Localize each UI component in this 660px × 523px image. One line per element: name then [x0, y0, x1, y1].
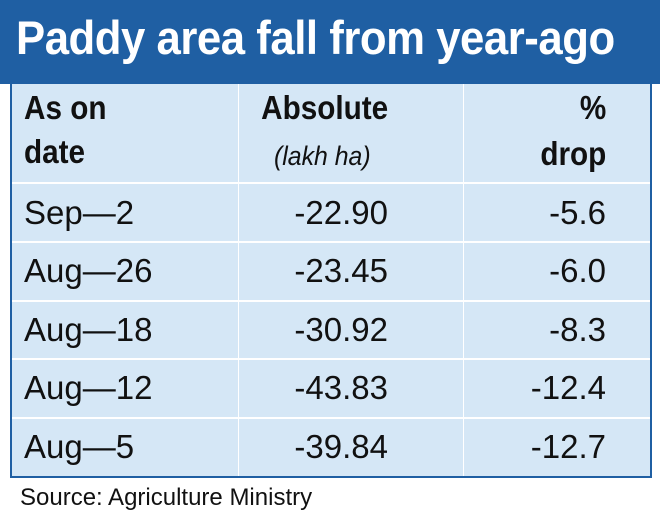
table-row: Aug—12 -43.83 -12.4: [12, 359, 650, 417]
cell-date: Aug—18: [24, 310, 153, 348]
header-absolute-unit: (lakh ha): [274, 141, 371, 171]
cell-absolute: -22.90: [294, 194, 388, 231]
cell-pct-drop: -6.0: [549, 252, 606, 290]
cell-absolute: -30.92: [294, 310, 388, 348]
cell-pct-drop: -12.4: [530, 369, 606, 407]
table-row: Aug—18 -30.92 -8.3: [12, 301, 650, 359]
header-pct-symbol: %: [579, 89, 606, 126]
column-divider: [238, 84, 239, 476]
column-divider: [463, 84, 464, 476]
header-date-line1: As on: [24, 89, 107, 126]
source-note: Source: Agriculture Ministry: [20, 484, 313, 511]
cell-absolute: -23.45: [294, 252, 388, 290]
row-divider: [12, 416, 650, 419]
table-row: Sep—2 -22.90 -5.6: [12, 184, 650, 242]
table-row: Aug—5 -39.84 -12.7: [12, 418, 650, 476]
row-divider: [12, 358, 650, 361]
cell-date: Aug—5: [24, 427, 135, 465]
title-bar: Paddy area fall from year-ago: [0, 0, 660, 84]
chart-title: Paddy area fall from year-ago: [16, 11, 615, 64]
header-date-line2: date: [24, 133, 86, 170]
cell-pct-drop: -5.6: [549, 194, 606, 231]
cell-date: Aug—26: [24, 252, 153, 290]
header-pct-drop: drop: [540, 135, 606, 172]
cell-date: Aug—12: [24, 369, 153, 407]
header-absolute: Absolute: [260, 89, 388, 126]
cell-pct-drop: -8.3: [549, 310, 606, 348]
row-divider: [12, 241, 650, 244]
data-table: As on date Absolute (lakh ha) % drop Sep…: [10, 84, 652, 478]
cell-absolute: -39.84: [294, 427, 388, 465]
table-row: Aug—26 -23.45 -6.0: [12, 242, 650, 300]
header-divider: [12, 182, 650, 184]
row-divider: [12, 299, 650, 302]
cell-pct-drop: -12.7: [530, 427, 606, 465]
cell-date: Sep—2: [24, 194, 135, 231]
cell-absolute: -43.83: [294, 369, 388, 407]
